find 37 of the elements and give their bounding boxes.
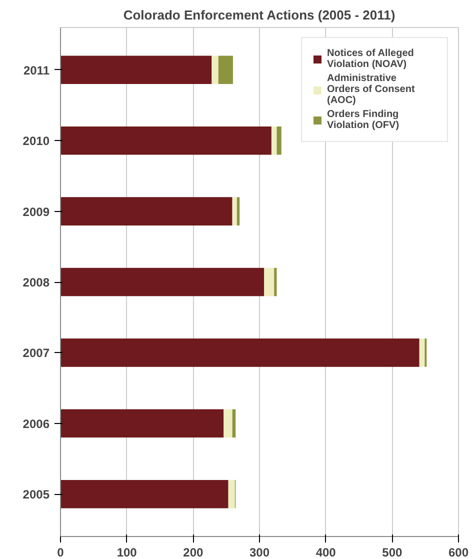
x-tick-label: 200: [183, 546, 204, 559]
x-tick-label: 100: [116, 546, 138, 559]
x-tick-label: 300: [249, 546, 270, 559]
bar: [419, 338, 425, 367]
legend-label: Orders Finding Violation (OFV): [327, 109, 400, 131]
bar: [232, 197, 237, 226]
bar: [232, 409, 236, 438]
x-tick-label: 400: [316, 546, 336, 559]
bar: [60, 268, 264, 296]
bar: [60, 338, 420, 367]
bar: [60, 126, 272, 155]
y-tick-label: 2005: [22, 488, 50, 502]
bar: [60, 409, 224, 438]
y-tick-label: 2006: [22, 416, 50, 431]
x-tick-label: 500: [382, 546, 403, 559]
legend-label: Administrative Orders of Consent (AOC): [327, 73, 416, 106]
bar: [212, 56, 218, 84]
y-tick-label: 2007: [22, 346, 50, 360]
chart-title: Colorado Enforcement Actions (2005 - 2011): [123, 8, 396, 22]
y-tick-label: 2011: [23, 63, 50, 78]
bar: [236, 197, 240, 226]
bar: [60, 56, 212, 84]
legend-label: Notices of Alleged Violation (NOAV): [327, 48, 415, 70]
bar: [228, 480, 235, 508]
y-tick-label: 2009: [22, 204, 50, 219]
bar: [218, 56, 233, 84]
bar: [264, 268, 274, 296]
y-tick-label: 2008: [22, 276, 50, 290]
bar: [60, 480, 228, 508]
x-tick-label: 600: [448, 546, 469, 559]
bar: [224, 409, 232, 438]
bar: [271, 126, 277, 155]
bar: [276, 126, 282, 155]
y-tick-label: 2010: [22, 134, 50, 148]
x-tick-label: 0: [57, 546, 64, 559]
bar: [274, 268, 277, 296]
bar: [60, 197, 232, 226]
